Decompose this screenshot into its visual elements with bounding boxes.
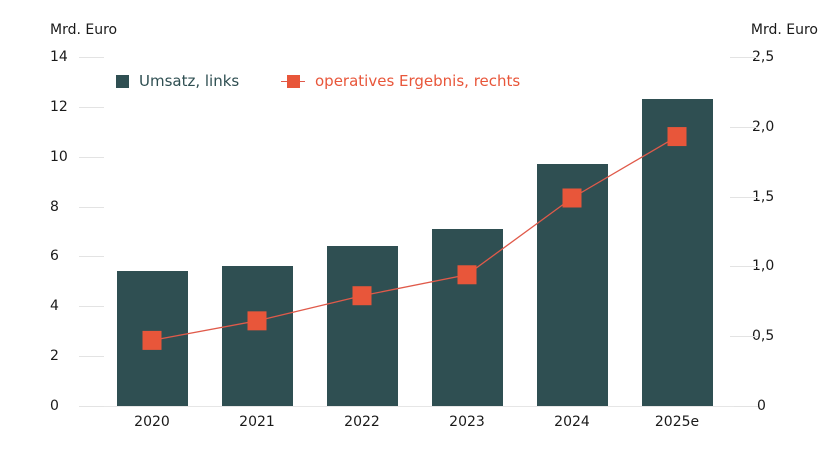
line-marker-swatch-icon [281, 74, 305, 88]
x-axis-baseline [104, 406, 734, 407]
right-axis-tick-label: 1,5 [752, 188, 775, 205]
left-gridline [79, 256, 104, 258]
right-axis-tick-label: 0,5 [752, 328, 775, 345]
left-axis-tick-label: 12 [50, 98, 68, 115]
left-gridline [79, 156, 104, 158]
legend-label-umsatz: Umsatz, links [139, 72, 240, 90]
right-axis-tick-label: 2,5 [752, 49, 775, 65]
left-axis-tick-label: 0 [50, 398, 59, 414]
left-axis-tick-label: 8 [50, 198, 59, 215]
x-axis-tick-label: 2020 [134, 414, 170, 430]
right-gridline [730, 336, 758, 338]
right-gridline [730, 406, 758, 407]
x-axis-tick-label: 2025e [654, 414, 700, 430]
left-gridline [79, 57, 104, 58]
x-axis-tick-label: 2024 [554, 414, 590, 430]
right-gridline [730, 266, 758, 268]
x-axis-tick-label: 2021 [239, 414, 275, 430]
bar-2022 [326, 246, 398, 406]
right-axis-tick-label: 0 [757, 398, 766, 414]
left-gridline [79, 106, 104, 108]
x-axis-tick-label: 2023 [449, 414, 485, 430]
legend-item-umsatz: Umsatz, links [116, 72, 239, 90]
square-marker-icon [457, 265, 477, 285]
x-axis-tick-label: 2022 [344, 414, 380, 430]
legend-label-ergebnis: operatives Ergebnis, rechts [315, 72, 521, 90]
square-marker-icon [247, 311, 267, 331]
square-marker-icon [562, 188, 582, 208]
left-axis-unit: Mrd. Euro [50, 22, 118, 38]
square-marker-icon [667, 127, 687, 147]
left-gridline [79, 306, 104, 308]
left-axis-tick-label: 2 [50, 348, 59, 365]
right-gridline [730, 57, 758, 58]
left-axis-tick-label: 10 [50, 148, 68, 165]
left-gridline [79, 406, 104, 407]
right-axis-unit: Mrd. Euro [750, 22, 818, 38]
right-gridline [730, 196, 758, 198]
bar-2023 [431, 229, 503, 406]
left-axis-tick-label: 6 [50, 248, 59, 265]
bar-swatch-icon [116, 74, 129, 88]
right-axis-tick-label: 1,0 [752, 258, 775, 275]
left-axis-tick-label: 4 [50, 298, 59, 315]
square-marker-icon [142, 330, 162, 350]
right-axis-tick-label: 2,0 [752, 118, 775, 135]
left-gridline [79, 356, 104, 358]
ergebnis-line [151, 136, 678, 342]
square-marker-icon [352, 286, 372, 306]
left-gridline [79, 206, 104, 208]
legend-item-ergebnis: operatives Ergebnis, rechts [281, 72, 520, 90]
left-axis-tick-label: 14 [50, 49, 68, 65]
right-gridline [730, 126, 758, 128]
bar-2021 [221, 266, 293, 406]
